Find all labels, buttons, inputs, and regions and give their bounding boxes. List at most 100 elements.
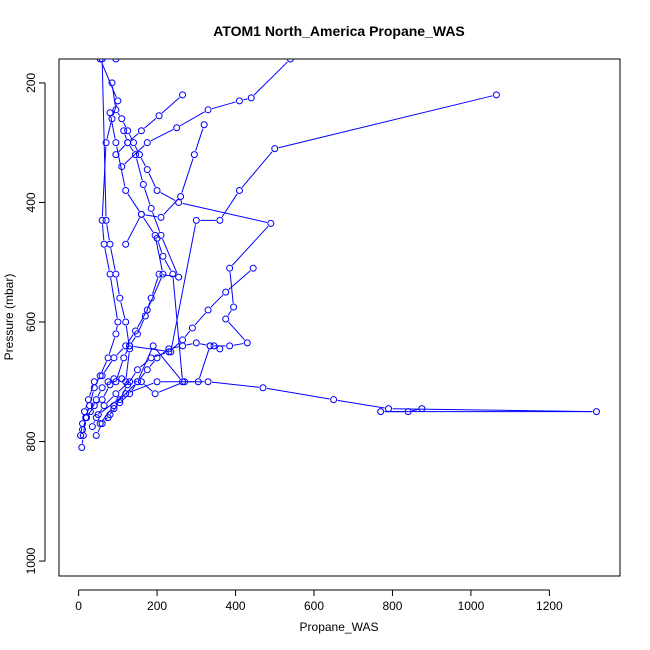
series-segment (194, 312, 206, 326)
series-segment (124, 145, 145, 165)
data-point (143, 306, 151, 314)
series-segment (104, 248, 110, 271)
series-segment (144, 117, 157, 129)
data-point (132, 151, 139, 159)
series-segment (228, 321, 245, 341)
data-point (98, 396, 106, 404)
series-segment (125, 349, 129, 355)
series-segment (200, 343, 207, 346)
series-segment (152, 212, 161, 232)
data-point (143, 139, 151, 147)
data-point (106, 381, 114, 389)
data-point (226, 342, 234, 350)
y-tick-label: 400 (24, 192, 38, 212)
series-segment (144, 188, 151, 205)
data-point (175, 273, 183, 281)
data-point (133, 378, 141, 386)
series-profile-10 (126, 91, 500, 356)
series-segment (125, 352, 130, 378)
data-point (137, 127, 145, 135)
data-point (106, 109, 114, 117)
data-point (92, 432, 100, 440)
data-point (122, 390, 130, 398)
data-point (147, 294, 155, 302)
series-segment (157, 241, 163, 253)
series-segment (118, 384, 127, 392)
data-point (96, 372, 104, 380)
series-segment (101, 62, 107, 217)
data-point (98, 372, 106, 380)
series-segment (106, 122, 112, 139)
y-axis: 200 400 600 800 1000 (24, 73, 46, 574)
series-segment (211, 381, 260, 388)
data-point (126, 390, 134, 398)
data-point (135, 151, 143, 159)
series-segment (199, 349, 210, 379)
y-axis-label: Pressure (mbar) (2, 274, 16, 361)
data-point (235, 186, 243, 194)
x-tick-label: 600 (304, 599, 324, 613)
series-segment (103, 388, 109, 397)
data-point (116, 396, 124, 404)
data-point (112, 151, 120, 159)
data-point (96, 59, 104, 63)
data-point (124, 381, 132, 389)
data-point (249, 264, 257, 272)
x-axis: 0 200 400 600 800 1000 1200 (75, 589, 563, 613)
series-segment (134, 146, 139, 152)
data-point (385, 405, 393, 413)
data-point (216, 216, 224, 224)
series-segment (163, 199, 179, 215)
data-point (118, 115, 126, 123)
series-segment (128, 134, 133, 140)
data-point (179, 336, 187, 344)
series-segment (104, 417, 108, 421)
data-point (77, 432, 85, 440)
series-segment (210, 294, 224, 308)
series-segment (123, 122, 127, 128)
data-point (122, 318, 130, 326)
series-segment (129, 382, 154, 393)
series-profile-12 (112, 91, 187, 159)
series-segment (143, 217, 154, 233)
chart-title: ATOM1 North_America Propane_WAS (213, 23, 465, 39)
data-point (147, 204, 155, 212)
series-segment (116, 361, 123, 379)
data-point (167, 348, 175, 356)
data-point (122, 186, 130, 194)
series-segment (101, 224, 105, 241)
series-segment (184, 330, 191, 338)
x-axis-label: Propane_WAS (300, 620, 379, 634)
data-point (120, 127, 128, 135)
data-point (102, 216, 110, 224)
series-segment (278, 95, 493, 149)
data-point (153, 378, 161, 386)
data-point (271, 145, 279, 153)
data-point (418, 405, 426, 413)
y-tick-label: 800 (24, 431, 38, 451)
data-point (98, 384, 106, 392)
series-segment (162, 238, 178, 274)
x-tick-label: 800 (382, 599, 402, 613)
data-point (222, 315, 230, 323)
series-segment (112, 86, 116, 106)
series-profile-4 (88, 342, 224, 431)
series-segment (162, 274, 175, 278)
series-segment (88, 408, 93, 415)
series-segment (116, 348, 124, 356)
series-profile-11 (122, 121, 208, 248)
series-segment (144, 384, 153, 392)
series-segment (131, 337, 136, 343)
data-point (112, 378, 120, 386)
data-point (159, 252, 167, 260)
series-segment (93, 421, 96, 424)
series-segment (110, 116, 116, 139)
series-segment (171, 342, 180, 350)
series-segment (97, 401, 100, 404)
series-segment (227, 310, 232, 316)
series-segment (81, 439, 84, 444)
data-point (137, 378, 145, 386)
data-point (133, 366, 141, 374)
series-segment (80, 427, 83, 432)
series-segment (337, 399, 385, 409)
